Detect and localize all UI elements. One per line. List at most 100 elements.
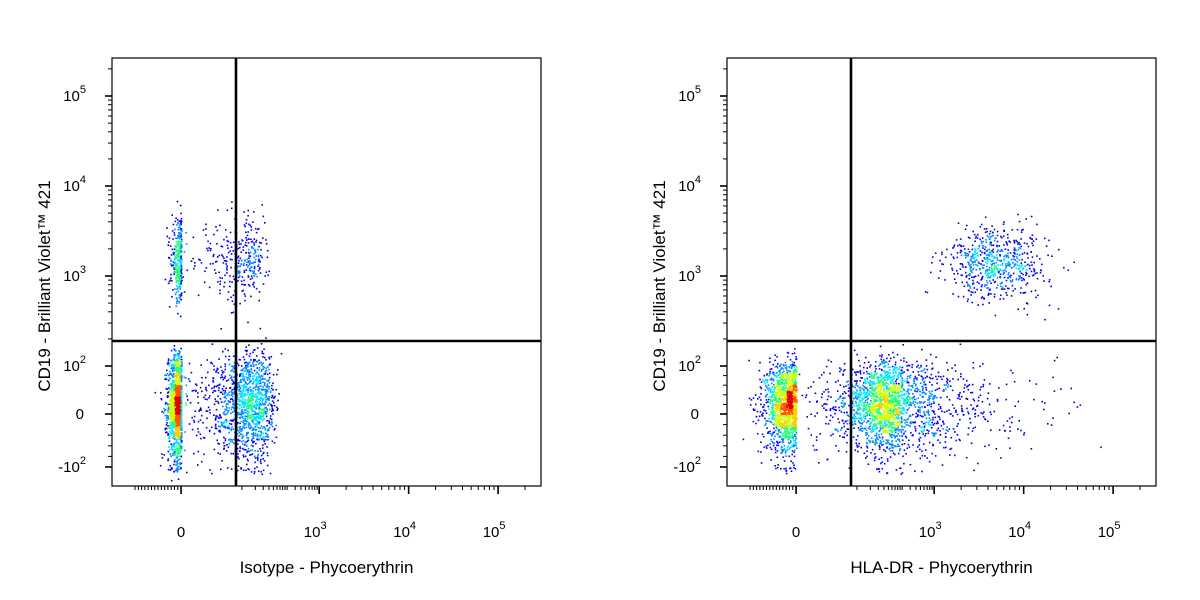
event-dot xyxy=(783,409,785,411)
event-dot xyxy=(226,272,228,274)
event-dot xyxy=(177,386,180,389)
event-dot xyxy=(167,374,170,377)
event-dot xyxy=(249,267,251,270)
event-dot xyxy=(172,449,174,452)
event-dot xyxy=(772,431,775,434)
event-dot xyxy=(169,427,172,430)
event-dot xyxy=(178,253,180,256)
event-dot xyxy=(865,429,868,431)
event-dot xyxy=(178,287,181,289)
event-dot xyxy=(826,458,828,461)
event-dot xyxy=(860,391,862,393)
event-dot xyxy=(773,399,775,401)
event-dot xyxy=(855,382,858,384)
event-dot xyxy=(246,363,249,366)
event-dot xyxy=(784,419,786,422)
event-dot xyxy=(217,417,220,419)
event-dot xyxy=(174,419,177,422)
event-dot xyxy=(172,261,174,263)
event-dot xyxy=(758,369,761,372)
event-dot xyxy=(249,278,252,281)
event-dot xyxy=(231,441,234,443)
event-dot xyxy=(179,434,182,437)
event-dot xyxy=(247,424,250,426)
event-dot xyxy=(176,427,178,429)
event-dot xyxy=(176,244,179,247)
event-dot xyxy=(786,387,788,389)
event-dot xyxy=(227,403,229,405)
event-dot xyxy=(254,406,257,408)
event-dot xyxy=(782,438,785,440)
event-dot xyxy=(174,423,176,426)
event-dot xyxy=(237,262,240,264)
event-dot xyxy=(169,373,172,375)
event-dot xyxy=(254,410,256,413)
event-dot xyxy=(169,245,172,247)
event-dot xyxy=(176,410,179,412)
event-dot xyxy=(764,424,766,426)
event-dot xyxy=(179,285,182,288)
event-dot xyxy=(166,373,169,375)
event-dot xyxy=(180,404,182,407)
event-dot xyxy=(225,236,228,238)
event-dot xyxy=(217,281,219,283)
event-dot xyxy=(772,444,775,447)
event-dot xyxy=(170,254,173,256)
event-dot xyxy=(172,380,174,382)
event-dot xyxy=(174,449,177,451)
event-dot xyxy=(177,468,180,470)
event-dot xyxy=(176,302,178,305)
event-dot xyxy=(820,396,823,399)
event-dot xyxy=(836,390,839,392)
event-dot xyxy=(216,415,219,418)
event-dot xyxy=(883,384,885,386)
event-dot xyxy=(237,403,240,406)
event-dot xyxy=(254,426,256,428)
event-dot xyxy=(175,265,177,268)
event-dot xyxy=(898,407,901,409)
event-dot xyxy=(792,418,795,420)
event-dot xyxy=(265,243,268,245)
event-dot xyxy=(795,356,797,358)
event-dot xyxy=(784,428,786,430)
event-dot xyxy=(174,288,176,290)
event-dot xyxy=(222,412,225,414)
event-dot xyxy=(780,436,782,439)
event-dot xyxy=(222,378,224,381)
event-dot xyxy=(773,384,775,386)
event-dot xyxy=(247,276,250,278)
event-dot xyxy=(232,419,234,422)
event-dot xyxy=(237,453,239,455)
event-dot xyxy=(872,426,874,428)
event-dot xyxy=(232,370,235,373)
event-dot xyxy=(173,411,176,413)
event-dot xyxy=(166,431,168,434)
event-dot xyxy=(782,367,784,370)
event-dot xyxy=(791,379,793,381)
event-dot xyxy=(862,409,864,411)
event-dot xyxy=(222,405,224,408)
event-dot xyxy=(266,249,269,252)
event-dot xyxy=(762,435,765,438)
event-dot xyxy=(221,376,223,378)
event-dot xyxy=(243,409,246,411)
event-dot xyxy=(255,417,258,419)
event-dot xyxy=(818,462,820,464)
event-dot xyxy=(178,276,181,278)
event-dot xyxy=(268,429,270,432)
event-dot xyxy=(221,372,224,374)
event-dot xyxy=(174,267,177,269)
event-dot xyxy=(765,385,767,387)
event-dot xyxy=(266,452,269,454)
event-dot xyxy=(763,381,766,383)
event-dot xyxy=(240,416,242,418)
event-dot xyxy=(175,264,178,266)
event-dot xyxy=(901,390,903,393)
event-dot xyxy=(245,405,248,407)
event-dot xyxy=(172,409,175,411)
event-dot xyxy=(174,436,177,439)
event-dot xyxy=(907,392,910,394)
event-dot xyxy=(211,343,214,345)
event-dot xyxy=(164,428,167,431)
event-dot xyxy=(897,429,900,432)
